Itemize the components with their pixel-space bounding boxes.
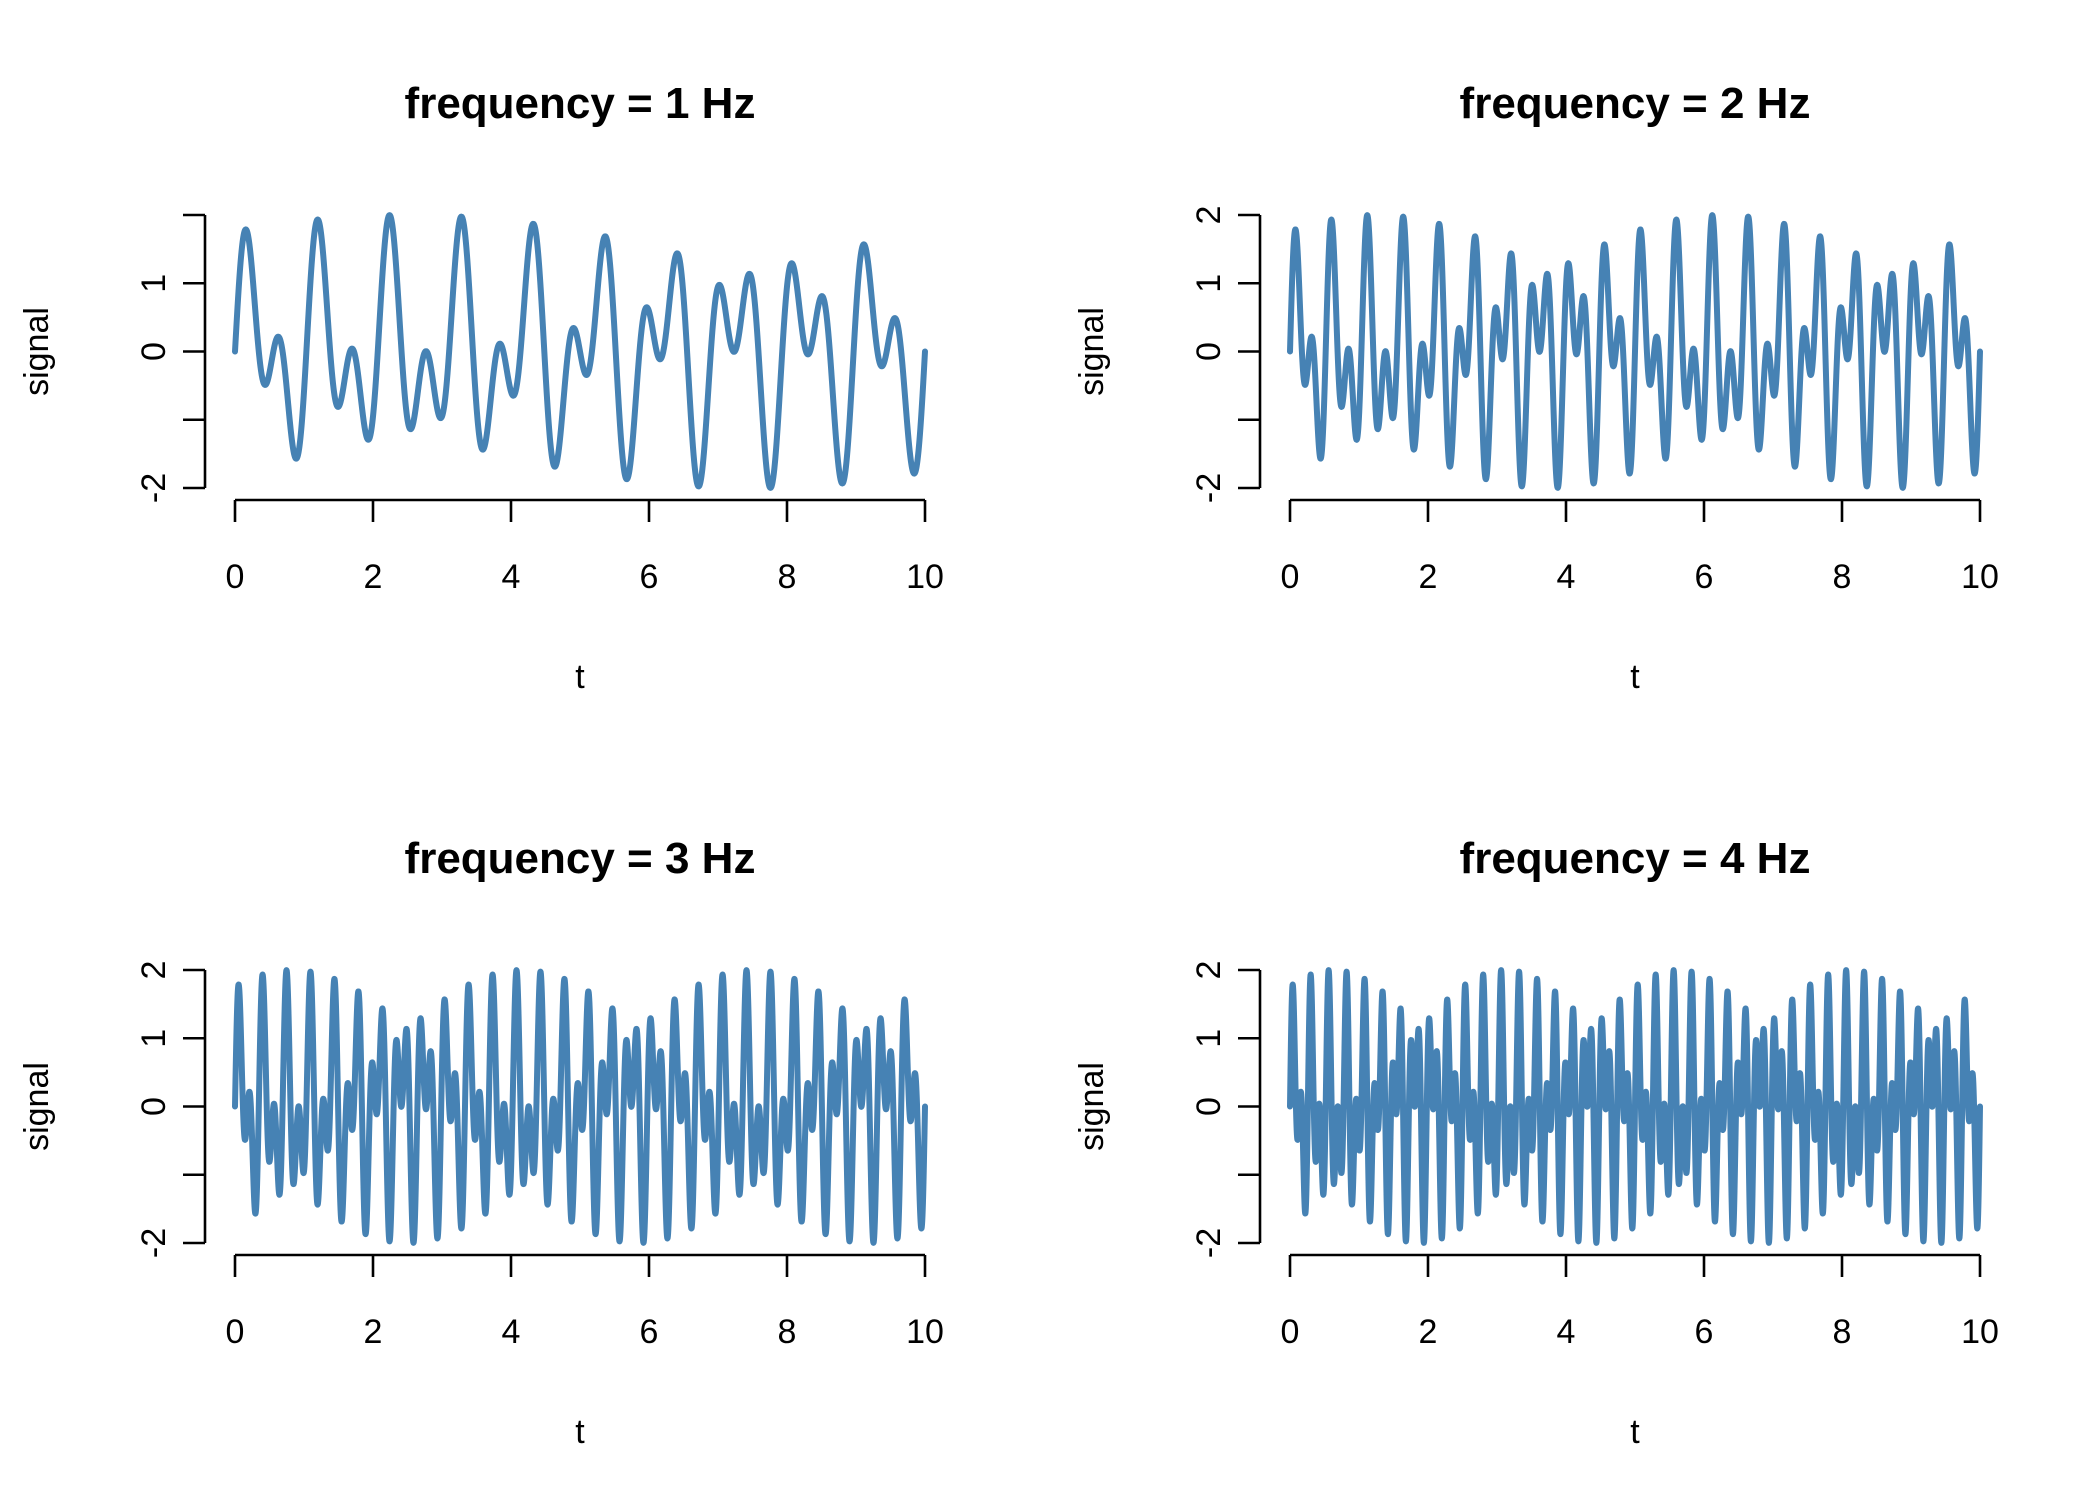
y-axis-title: signal — [18, 1062, 56, 1151]
x-tick-label: 0 — [226, 558, 245, 596]
x-axis-title: t — [575, 1413, 585, 1451]
x-tick-label: 4 — [1557, 1313, 1576, 1351]
x-tick-label: 4 — [1557, 558, 1576, 596]
x-tick-label: 10 — [906, 1313, 944, 1351]
y-tick-label: 2 — [135, 961, 173, 980]
y-tick-label: 1 — [1190, 274, 1228, 293]
y-tick-label: 2 — [1190, 206, 1228, 225]
panel-1: frequency = 1 Hz 0 2 4 6 8 10 t -2 0 1 signal — [18, 79, 944, 696]
x-tick-label: 4 — [502, 558, 521, 596]
signal-line — [232, 967, 928, 1246]
y-tick-label: 0 — [135, 1097, 173, 1116]
y-tick-label: 1 — [1190, 1029, 1228, 1048]
x-axis-title: t — [575, 658, 585, 696]
y-tick-label: -2 — [135, 473, 173, 503]
x-tick-label: 2 — [364, 558, 383, 596]
x-tick-label: 8 — [778, 1313, 797, 1351]
y-tick-label: 2 — [1190, 961, 1228, 980]
panel-title: frequency = 4 Hz — [1460, 834, 1811, 883]
y-axis-title: signal — [1073, 307, 1111, 396]
x-tick-label: 0 — [1281, 558, 1300, 596]
y-tick-label: -2 — [1190, 473, 1228, 503]
signal-line — [232, 212, 928, 491]
y-tick-label: 0 — [135, 342, 173, 361]
signal-line — [1287, 967, 1983, 1246]
x-tick-label: 10 — [906, 558, 944, 596]
y-tick-label: 0 — [1190, 342, 1228, 361]
y-tick-label: 1 — [135, 274, 173, 293]
x-tick-label: 10 — [1961, 1313, 1999, 1351]
x-tick-label: 6 — [1695, 1313, 1714, 1351]
x-tick-label: 6 — [640, 1313, 659, 1351]
x-tick-label: 4 — [502, 1313, 521, 1351]
x-tick-label: 0 — [226, 1313, 245, 1351]
x-tick-label: 8 — [1833, 558, 1852, 596]
y-tick-label: 1 — [135, 1029, 173, 1048]
y-tick-label: -2 — [135, 1228, 173, 1258]
x-tick-label: 10 — [1961, 558, 1999, 596]
y-tick-label: -2 — [1190, 1228, 1228, 1258]
panel-title: frequency = 3 Hz — [405, 834, 756, 883]
x-tick-label: 8 — [1833, 1313, 1852, 1351]
signal-line — [1287, 212, 1983, 491]
x-tick-label: 2 — [364, 1313, 383, 1351]
panel-4: frequency = 4 Hz 0 2 4 6 8 10 t -2 0 1 2 signal — [1073, 834, 1999, 1451]
x-tick-label: 6 — [1695, 558, 1714, 596]
y-tick-label: 0 — [1190, 1097, 1228, 1116]
panel-3: frequency = 3 Hz 0 2 4 6 8 10 t -2 0 1 2 signal — [18, 834, 944, 1451]
y-axis-title: signal — [1073, 1062, 1111, 1151]
x-tick-label: 2 — [1419, 558, 1438, 596]
x-tick-label: 0 — [1281, 1313, 1300, 1351]
panel-title: frequency = 1 Hz — [405, 79, 756, 128]
x-tick-label: 6 — [640, 558, 659, 596]
panel-2: frequency = 2 Hz 0 2 4 6 8 10 t -2 0 1 2 signal — [1073, 79, 1999, 696]
x-axis-title: t — [1630, 658, 1640, 696]
x-tick-label: 2 — [1419, 1313, 1438, 1351]
y-axis-title: signal — [18, 307, 56, 396]
panel-title: frequency = 2 Hz — [1460, 79, 1811, 128]
x-axis-title: t — [1630, 1413, 1640, 1451]
x-tick-label: 8 — [778, 558, 797, 596]
